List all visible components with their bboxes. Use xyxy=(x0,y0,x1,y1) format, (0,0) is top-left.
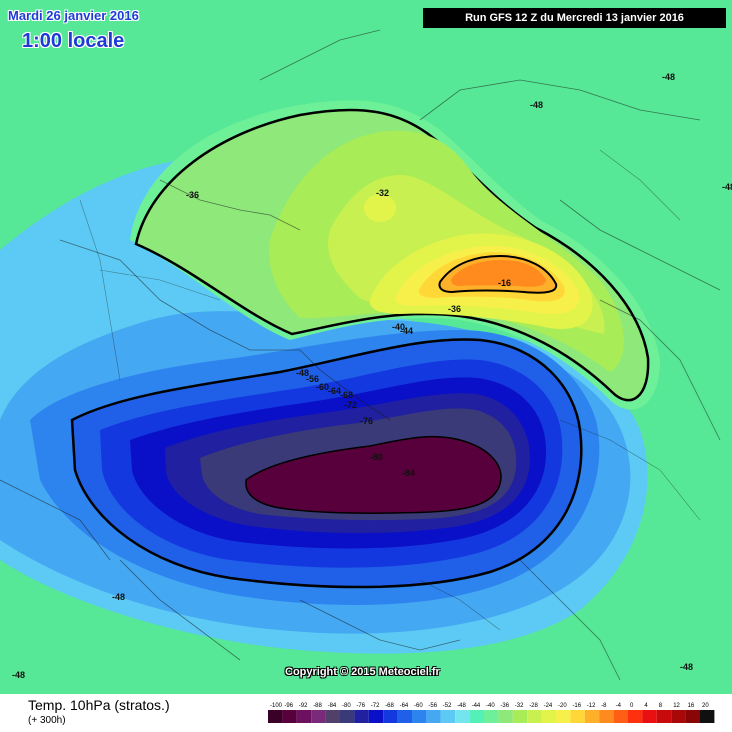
borders xyxy=(79,149,701,631)
legend-swatch xyxy=(368,710,384,723)
legend-swatch xyxy=(628,710,643,723)
field-title: Temp. 10hPa (stratos.) xyxy=(28,697,170,713)
legend-label: 0 xyxy=(630,703,634,709)
color-legend: -100 -96 -92 -88 -84 -80 -76 -72 -68 -64 -60 -56 -52… xyxy=(268,703,715,723)
legend-label: -12 xyxy=(587,703,596,709)
legend-swatch xyxy=(397,710,412,723)
legend-swatch xyxy=(512,710,528,723)
legend-label: -20 xyxy=(558,703,567,709)
label-m40: -40 xyxy=(392,322,405,332)
contour-labels: -48 -48 -48 -48 -48 -48 -36 -32 -36 -16 … xyxy=(12,72,732,680)
legend-swatch xyxy=(268,710,283,723)
legend-label: 20 xyxy=(702,703,709,709)
legend-swatch xyxy=(570,710,585,723)
legend-swatch xyxy=(282,710,297,723)
legend-label: -64 xyxy=(400,703,409,709)
legend-label: -4 xyxy=(616,703,622,709)
legend-swatch xyxy=(354,710,369,723)
map-canvas: -48 -48 -48 -48 -48 -48 -36 -32 -36 -16 … xyxy=(0,0,732,694)
legend-label: -100 xyxy=(270,703,283,709)
legend-label: -44 xyxy=(472,703,481,709)
legend-swatch xyxy=(656,710,672,723)
label-m44: -44 xyxy=(400,326,413,336)
label-m60: -60 xyxy=(316,382,329,392)
legend-label: -52 xyxy=(443,703,452,709)
label-m56: -56 xyxy=(306,374,319,384)
local-time: 1:00 locale xyxy=(22,30,125,52)
legend-label: -24 xyxy=(544,703,553,709)
legend-label: -72 xyxy=(371,703,380,709)
legend-swatch xyxy=(296,710,312,723)
label-m48-top: -48 xyxy=(530,100,543,110)
legend-label: -28 xyxy=(529,703,538,709)
legend-swatch xyxy=(383,710,398,723)
legend-swatch xyxy=(685,710,700,723)
legend-swatch xyxy=(311,710,326,723)
label-m36-europe: -36 xyxy=(448,304,461,314)
label-m68: -68 xyxy=(340,390,353,400)
legend-label: 12 xyxy=(673,703,680,709)
label-m16-warm: -16 xyxy=(498,278,511,288)
label-m48-jet: -48 xyxy=(296,368,309,378)
label-m36-alaska: -36 xyxy=(186,190,199,200)
legend-label: -48 xyxy=(457,703,466,709)
legend-swatch xyxy=(484,710,499,723)
legend-swatch xyxy=(340,710,355,723)
footer: Temp. 10hPa (stratos.) (+ 300h) -100 -96-… xyxy=(0,694,732,732)
legend-label: -60 xyxy=(414,703,423,709)
legend-swatch xyxy=(455,710,470,723)
label-m48-right: -48 xyxy=(722,182,732,192)
legend-label: -68 xyxy=(385,703,394,709)
legend-label: -16 xyxy=(572,703,581,709)
legend-label: -84 xyxy=(328,703,337,709)
legend-swatch xyxy=(527,710,542,723)
contour-region-m32-spot xyxy=(364,194,396,222)
legend-label: -32 xyxy=(515,703,524,709)
legend-label: -36 xyxy=(500,703,509,709)
legend-label: -92 xyxy=(299,703,308,709)
legend-label: -8 xyxy=(601,703,607,709)
copyright-text: Copyright © 2015 Meteociel.fr xyxy=(285,666,440,678)
legend-swatch xyxy=(498,710,513,723)
legend-swatch xyxy=(599,710,614,723)
valid-date: Mardi 26 janvier 2016 xyxy=(8,8,139,23)
legend-label: 4 xyxy=(644,703,648,709)
legend-swatch xyxy=(584,710,600,723)
label-m48-bottomright: -48 xyxy=(680,662,693,672)
run-info-box: Run GFS 12 Z du Mercredi 13 janvier 2016 xyxy=(423,8,726,28)
legend-swatch xyxy=(541,710,556,723)
legend-swatch xyxy=(469,710,484,723)
label-m48-topright: -48 xyxy=(662,72,675,82)
forecast-hour: (+ 300h) xyxy=(28,715,66,726)
legend-label: -88 xyxy=(313,703,322,709)
legend-swatch xyxy=(700,710,715,723)
contour-region-m12 xyxy=(451,260,546,287)
legend-label: -56 xyxy=(428,703,437,709)
legend-label: -76 xyxy=(356,703,365,709)
legend-swatch xyxy=(556,710,571,723)
label-m32-arctic: -32 xyxy=(376,188,389,198)
coastlines xyxy=(0,29,721,681)
legend-label: -96 xyxy=(284,703,293,709)
label-m48-bottomleft: -48 xyxy=(112,592,125,602)
legend-label: -80 xyxy=(342,703,351,709)
temperature-map: -48 -48 -48 -48 -48 -48 -36 -32 -36 -16 … xyxy=(0,0,732,694)
contour-region-m84 xyxy=(245,435,502,514)
legend-label: 8 xyxy=(659,703,663,709)
legend-label: -40 xyxy=(486,703,495,709)
legend-swatch xyxy=(440,710,456,723)
legend-swatch xyxy=(613,710,628,723)
label-m84: -84 xyxy=(402,468,415,478)
label-m76: -76 xyxy=(360,416,373,426)
label-m80: -80 xyxy=(370,452,383,462)
label-m64: -64 xyxy=(328,386,341,396)
legend-swatch xyxy=(642,710,657,723)
legend-swatch xyxy=(426,710,441,723)
legend-swatch xyxy=(671,710,686,723)
label-m48-left: -48 xyxy=(12,670,25,680)
legend-swatch xyxy=(325,710,340,723)
label-m72: -72 xyxy=(344,400,357,410)
legend-swatch xyxy=(412,710,427,723)
legend-label: 16 xyxy=(688,703,695,709)
